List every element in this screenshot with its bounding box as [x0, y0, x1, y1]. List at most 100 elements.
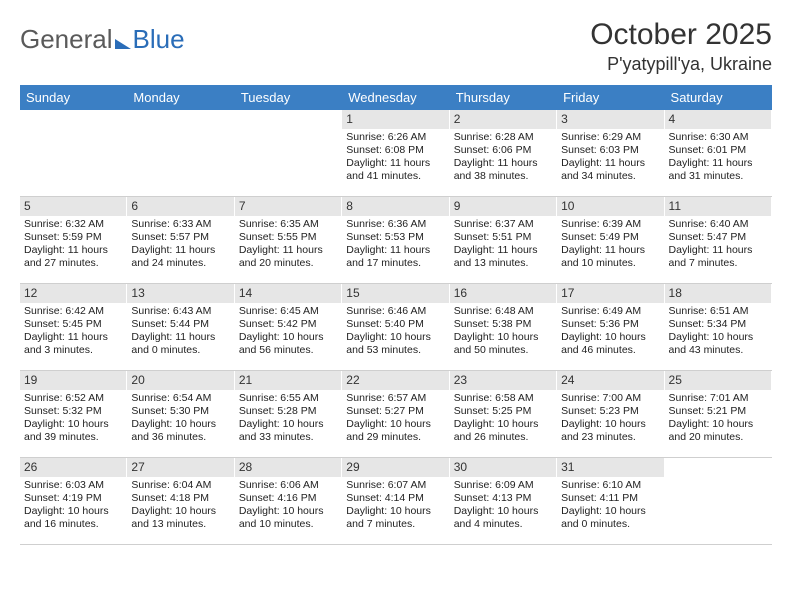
sunset-line: Sunset: 6:03 PM — [561, 144, 659, 157]
daylight-line: Daylight: 10 hours and 16 minutes. — [24, 505, 122, 531]
sunrise-line: Sunrise: 6:03 AM — [24, 479, 122, 492]
daylight-line: Daylight: 11 hours and 41 minutes. — [346, 157, 444, 183]
calendar-cell: 12Sunrise: 6:42 AMSunset: 5:45 PMDayligh… — [20, 284, 127, 370]
sunset-line: Sunset: 5:21 PM — [669, 405, 767, 418]
calendar-cell — [665, 458, 772, 544]
daylight-line: Daylight: 10 hours and 53 minutes. — [346, 331, 444, 357]
day-number: 2 — [450, 110, 556, 129]
day-number: 27 — [127, 458, 233, 477]
daylight-line: Daylight: 11 hours and 38 minutes. — [454, 157, 552, 183]
calendar-cell: 20 Sunrise: 6:54 AMSunset: 5:30 PMDayligh… — [127, 371, 234, 457]
weekday-mon: Monday — [127, 85, 234, 110]
calendar-week: 19Sunrise: 6:52 AMSunset: 5:32 PMDayligh… — [20, 371, 772, 458]
sunset-line: Sunset: 5:59 PM — [24, 231, 122, 244]
sunset-line: Sunset: 5:49 PM — [561, 231, 659, 244]
sunset-line: Sunset: 5:25 PM — [454, 405, 552, 418]
day-number: 21 — [235, 371, 341, 390]
calendar-cell: 26Sunrise: 6:03 AMSunset: 4:19 PMDayligh… — [20, 458, 127, 544]
sunrise-line: Sunrise: 6:06 AM — [239, 479, 337, 492]
daylight-line: Daylight: 10 hours and 50 minutes. — [454, 331, 552, 357]
day-number — [20, 110, 126, 129]
sunrise-line: Sunrise: 6:48 AM — [454, 305, 552, 318]
calendar-grid: 1Sunrise: 6:26 AMSunset: 6:08 PMDaylight… — [20, 110, 772, 545]
calendar-cell — [127, 110, 234, 196]
day-number: 17 — [557, 284, 663, 303]
sunrise-line: Sunrise: 6:45 AM — [239, 305, 337, 318]
daylight-line: Daylight: 11 hours and 20 minutes. — [239, 244, 337, 270]
sunset-line: Sunset: 4:19 PM — [24, 492, 122, 505]
daylight-line: Daylight: 11 hours and 0 minutes. — [131, 331, 229, 357]
sunset-line: Sunset: 5:47 PM — [669, 231, 767, 244]
header: General Blue October 2025 P'yatypill'ya, … — [20, 18, 772, 75]
logo: General Blue — [20, 24, 185, 55]
daylight-line: Daylight: 10 hours and 33 minutes. — [239, 418, 337, 444]
day-number: 15 — [342, 284, 448, 303]
sunrise-line: Sunrise: 6:51 AM — [669, 305, 767, 318]
day-number: 19 — [20, 371, 126, 390]
sunrise-line: Sunrise: 6:35 AM — [239, 218, 337, 231]
sunset-line: Sunset: 4:11 PM — [561, 492, 659, 505]
calendar-cell: 29Sunrise: 6:07 AMSunset: 4:14 PMDayligh… — [342, 458, 449, 544]
logo-text-blue: Blue — [133, 24, 185, 55]
calendar-cell: 22Sunrise: 6:57 AMSunset: 5:27 PMDayligh… — [342, 371, 449, 457]
weekday-sun: Sunday — [20, 85, 127, 110]
sunrise-line: Sunrise: 6:09 AM — [454, 479, 552, 492]
day-number: 14 — [235, 284, 341, 303]
day-number — [127, 110, 233, 129]
sunset-line: Sunset: 5:51 PM — [454, 231, 552, 244]
title-block: October 2025 P'yatypill'ya, Ukraine — [590, 18, 772, 75]
sunset-line: Sunset: 6:08 PM — [346, 144, 444, 157]
calendar-cell: 13Sunrise: 6:43 AMSunset: 5:44 PMDayligh… — [127, 284, 234, 370]
location-label: P'yatypill'ya, Ukraine — [590, 54, 772, 75]
sunset-line: Sunset: 5:28 PM — [239, 405, 337, 418]
sunrise-line: Sunrise: 6:43 AM — [131, 305, 229, 318]
day-number: 9 — [450, 197, 556, 216]
calendar-cell: 27Sunrise: 6:04 AMSunset: 4:18 PMDayligh… — [127, 458, 234, 544]
day-number: 6 — [127, 197, 233, 216]
day-number — [665, 458, 771, 477]
daylight-line: Daylight: 10 hours and 4 minutes. — [454, 505, 552, 531]
daylight-line: Daylight: 10 hours and 7 minutes. — [346, 505, 444, 531]
calendar-cell: 18Sunrise: 6:51 AMSunset: 5:34 PMDayligh… — [665, 284, 772, 370]
calendar-cell: 10Sunrise: 6:39 AMSunset: 5:49 PMDayligh… — [557, 197, 664, 283]
daylight-line: Daylight: 10 hours and 36 minutes. — [131, 418, 229, 444]
daylight-line: Daylight: 10 hours and 43 minutes. — [669, 331, 767, 357]
sunrise-line: Sunrise: 6:10 AM — [561, 479, 659, 492]
calendar-cell: 5Sunrise: 6:32 AMSunset: 5:59 PMDaylight… — [20, 197, 127, 283]
calendar-week: 5Sunrise: 6:32 AMSunset: 5:59 PMDaylight… — [20, 197, 772, 284]
day-number: 18 — [665, 284, 771, 303]
day-number: 22 — [342, 371, 448, 390]
sunset-line: Sunset: 6:06 PM — [454, 144, 552, 157]
sunrise-line: Sunrise: 6:28 AM — [454, 131, 552, 144]
sunrise-line: Sunrise: 7:01 AM — [669, 392, 767, 405]
sunrise-line: Sunrise: 6:49 AM — [561, 305, 659, 318]
daylight-line: Daylight: 10 hours and 0 minutes. — [561, 505, 659, 531]
daylight-line: Daylight: 11 hours and 3 minutes. — [24, 331, 122, 357]
day-number: 31 — [557, 458, 663, 477]
calendar-cell: 7Sunrise: 6:35 AMSunset: 5:55 PMDaylight… — [235, 197, 342, 283]
sunrise-line: Sunrise: 6:57 AM — [346, 392, 444, 405]
day-number: 25 — [665, 371, 771, 390]
logo-text-general: General — [20, 24, 113, 55]
daylight-line: Daylight: 10 hours and 56 minutes. — [239, 331, 337, 357]
daylight-line: Daylight: 11 hours and 24 minutes. — [131, 244, 229, 270]
sunset-line: Sunset: 5:30 PM — [131, 405, 229, 418]
daylight-line: Daylight: 11 hours and 34 minutes. — [561, 157, 659, 183]
sunrise-line: Sunrise: 6:30 AM — [669, 131, 767, 144]
calendar-cell: 15Sunrise: 6:46 AMSunset: 5:40 PMDayligh… — [342, 284, 449, 370]
sunset-line: Sunset: 4:16 PM — [239, 492, 337, 505]
day-number — [235, 110, 341, 129]
sunrise-line: Sunrise: 6:54 AM — [131, 392, 229, 405]
calendar-cell: 8Sunrise: 6:36 AMSunset: 5:53 PMDaylight… — [342, 197, 449, 283]
daylight-line: Daylight: 11 hours and 17 minutes. — [346, 244, 444, 270]
sunset-line: Sunset: 5:36 PM — [561, 318, 659, 331]
sunrise-line: Sunrise: 6:32 AM — [24, 218, 122, 231]
day-number: 1 — [342, 110, 448, 129]
day-number: 24 — [557, 371, 663, 390]
day-number: 20 — [127, 371, 233, 390]
calendar-cell: 24Sunrise: 7:00 AMSunset: 5:23 PMDayligh… — [557, 371, 664, 457]
daylight-line: Daylight: 10 hours and 13 minutes. — [131, 505, 229, 531]
daylight-line: Daylight: 11 hours and 31 minutes. — [669, 157, 767, 183]
day-number: 8 — [342, 197, 448, 216]
page-title: October 2025 — [590, 18, 772, 52]
